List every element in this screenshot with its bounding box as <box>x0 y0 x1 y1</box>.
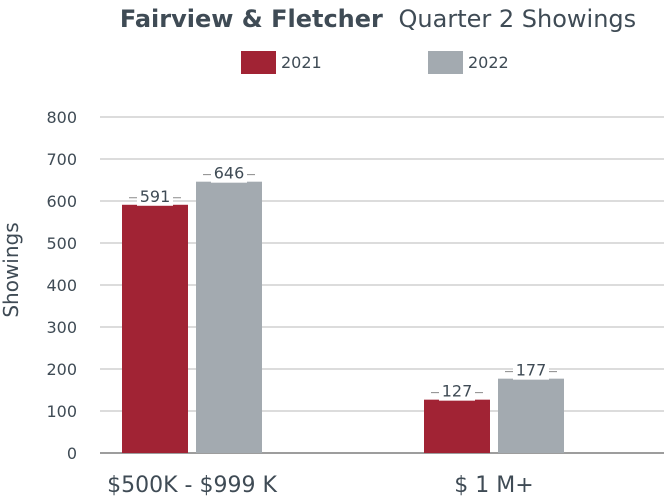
data-label-bg <box>211 162 247 183</box>
y-axis-ticks: 0 100 200 300 400 500 600 700 800 <box>46 108 77 463</box>
legend-swatch-2022 <box>428 51 463 74</box>
y-tick-label: 700 <box>46 150 77 169</box>
data-label: 591 <box>140 187 171 206</box>
chart-title: Fairview & Fletcher Quarter 2 Showings <box>120 5 636 33</box>
x-category-label: $500K - $999 K <box>107 473 277 498</box>
legend-label-2021: 2021 <box>281 53 322 72</box>
y-tick-label: 500 <box>46 234 77 253</box>
data-label-bg <box>137 185 173 206</box>
x-axis-categories: $500K - $999 K $ 1 M+ <box>107 473 534 498</box>
data-label: 177 <box>516 361 547 380</box>
y-tick-label: 200 <box>46 360 77 379</box>
y-axis-label: Showings <box>0 222 23 317</box>
y-tick-label: 100 <box>46 402 77 421</box>
y-tick-label: 600 <box>46 192 77 211</box>
data-labels: 591 646 127 177 <box>129 162 557 401</box>
legend-label-2022: 2022 <box>468 53 509 72</box>
bar-2022-1 <box>498 378 564 453</box>
bars <box>122 181 564 453</box>
gridlines <box>100 116 664 454</box>
y-tick-label: 400 <box>46 276 77 295</box>
bar-2021-0 <box>122 204 188 453</box>
legend: 2021 2022 <box>241 51 509 74</box>
data-label-bg <box>513 359 549 380</box>
data-label: 646 <box>214 164 245 183</box>
bar-2021-1 <box>424 399 490 453</box>
chart-title-bold: Fairview & Fletcher <box>120 5 383 33</box>
data-label-bg <box>439 380 475 401</box>
data-label: 127 <box>442 382 473 401</box>
legend-swatch-2021 <box>241 51 276 74</box>
y-tick-label: 0 <box>67 444 77 463</box>
x-category-label: $ 1 M+ <box>454 473 533 498</box>
bar-2022-0 <box>196 181 262 453</box>
y-tick-label: 300 <box>46 318 77 337</box>
chart-title-rest: Quarter 2 Showings <box>399 5 637 33</box>
y-tick-label: 800 <box>46 108 77 127</box>
